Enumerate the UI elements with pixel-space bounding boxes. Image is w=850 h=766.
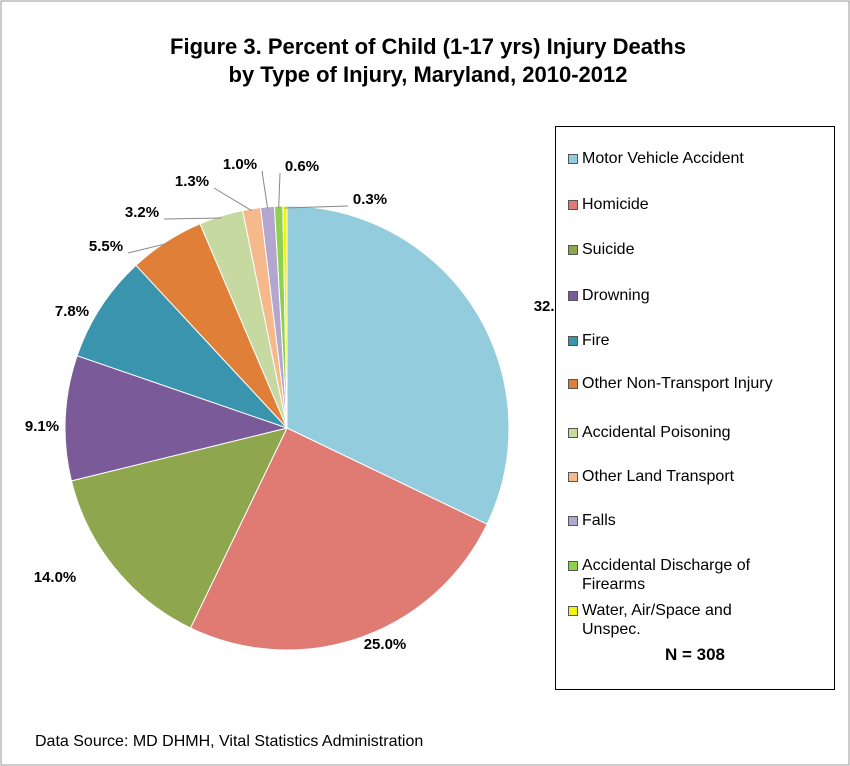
legend-label: Other Non-Transport Injury <box>582 375 773 392</box>
data-label: 1.3% <box>175 173 209 190</box>
legend-item: Homicide <box>568 195 828 214</box>
data-label: 0.6% <box>285 158 319 175</box>
data-label: 7.8% <box>55 303 89 320</box>
legend-label: Other Land Transport <box>582 468 735 485</box>
leader-line <box>163 217 222 220</box>
legend-swatch <box>568 472 578 482</box>
pie-slice <box>76 264 288 429</box>
legend-label: Homicide <box>582 196 649 213</box>
legend-item: Accidental Discharge of Firearms <box>568 556 828 594</box>
source: Data Source: MD DHMH, Vital Statistics A… <box>35 733 423 750</box>
legend-swatch <box>568 379 578 389</box>
legend-item: Other Non-Transport Injury <box>568 374 828 393</box>
legend-item: Suicide <box>568 240 828 259</box>
chart-title: by Type of Injury, Maryland, 2010-2012 <box>229 62 628 87</box>
leader-line <box>284 205 349 209</box>
legend-item: Water, Air/Space and Unspec. <box>568 601 828 639</box>
legend-label: Suicide <box>582 241 635 258</box>
pie-slice <box>70 427 288 629</box>
data-label: 9.1% <box>25 418 59 435</box>
leader-line <box>213 187 253 212</box>
legend-swatch <box>568 200 578 210</box>
legend-item: Accidental Poisoning <box>568 423 828 442</box>
legend-swatch <box>568 245 578 255</box>
data-label: 3.2% <box>125 204 159 221</box>
data-label: 25.0% <box>364 636 407 653</box>
data-label: 0.3% <box>353 191 387 208</box>
legend-item: Motor Vehicle Accident <box>568 149 828 168</box>
leader-line <box>127 242 168 254</box>
legend-item: Other Land Transport <box>568 467 828 486</box>
leader-line <box>261 170 269 209</box>
pie-slice <box>64 355 289 482</box>
legend-label: Fire <box>582 332 610 349</box>
legend-label: Motor Vehicle Accident <box>582 150 744 167</box>
legend-item: Fire <box>568 331 828 350</box>
legend-label: Drowning <box>582 287 650 304</box>
pie-slice <box>286 205 510 525</box>
leader-line <box>278 172 281 209</box>
legend-swatch <box>568 154 578 164</box>
legend-swatch <box>568 606 578 616</box>
legend-label: Accidental Poisoning <box>582 424 731 441</box>
data-label: 1.0% <box>223 156 257 173</box>
legend-label: Falls <box>582 512 616 529</box>
pie-slice <box>282 205 288 429</box>
legend-swatch <box>568 516 578 526</box>
legend: N = 308 Motor Vehicle Accident Homicide Su… <box>555 126 835 690</box>
legend-label: Water, Air/Space and Unspec. <box>582 602 732 638</box>
legend-item: Drowning <box>568 286 828 305</box>
pie-slice <box>189 427 488 651</box>
chart-title: Figure 3. Percent of Child (1-17 yrs) In… <box>170 34 686 59</box>
legend-label: Accidental Discharge of Firearms <box>582 557 751 593</box>
legend-swatch <box>568 428 578 438</box>
annotation: N = 308 <box>664 645 725 664</box>
data-label: 5.5% <box>89 238 123 255</box>
legend-swatch <box>568 336 578 346</box>
legend-swatch <box>568 561 578 571</box>
legend-swatch <box>568 291 578 301</box>
data-label: 14.0% <box>34 569 77 586</box>
legend-item: Falls <box>568 511 828 530</box>
